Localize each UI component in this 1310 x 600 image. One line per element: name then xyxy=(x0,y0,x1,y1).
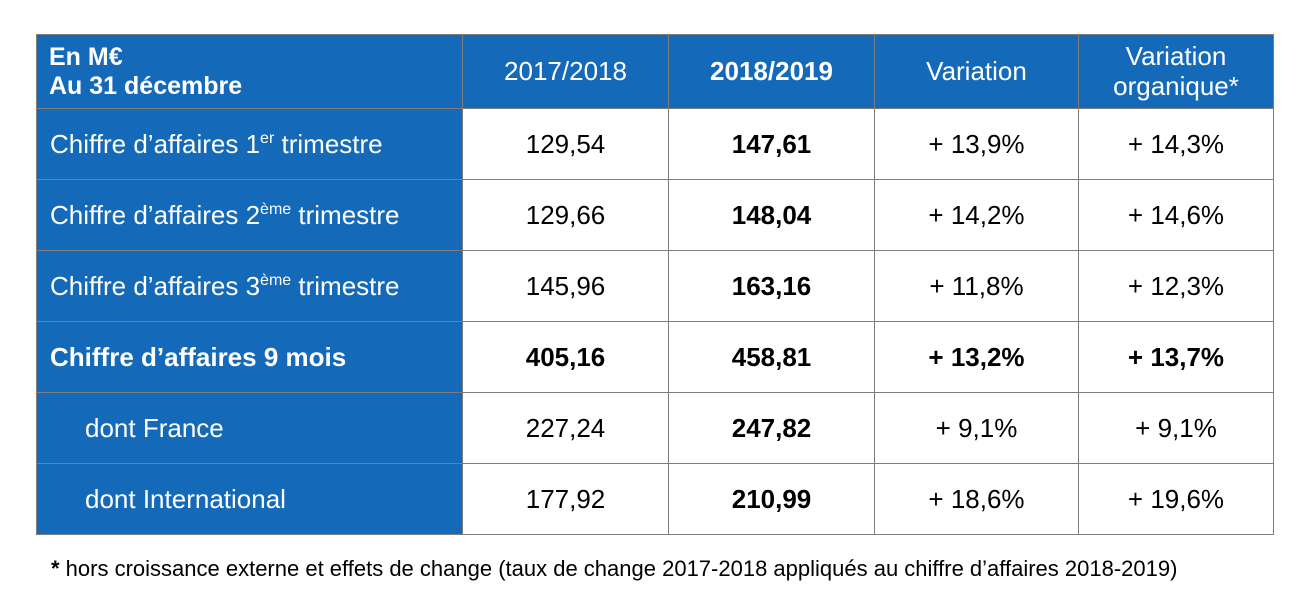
row-label: Chiffre d’affaires 1er trimestre xyxy=(36,108,463,180)
cell-2017-2018: 145,96 xyxy=(462,250,669,322)
cell-organic-variation: + 12,3% xyxy=(1078,250,1274,322)
header-col-organic-variation: Variation organique* xyxy=(1078,34,1274,109)
table-row: dont France 227,24 247,82 + 9,1% + 9,1% xyxy=(36,392,1274,464)
table-row: dont International 177,92 210,99 + 18,6%… xyxy=(36,463,1274,535)
row-label: Chiffre d’affaires 9 mois xyxy=(36,321,463,393)
row-label-text: Chiffre d’affaires 3 xyxy=(50,270,261,301)
cell-organic-variation: + 9,1% xyxy=(1078,392,1274,464)
cell-2018-2019: 163,16 xyxy=(668,250,875,322)
header-col-2017-2018: 2017/2018 xyxy=(462,34,669,109)
table-row: Chiffre d’affaires 3ème trimestre 145,96… xyxy=(36,250,1274,322)
header-date-label: Au 31 décembre xyxy=(49,71,243,100)
row-label-text: Chiffre d’affaires 1 xyxy=(50,128,261,159)
row-label-text: Chiffre d’affaires 2 xyxy=(50,199,261,230)
cell-2017-2018: 227,24 xyxy=(462,392,669,464)
footnote: * hors croissance externe et effets de c… xyxy=(51,556,1177,582)
row-label: dont France xyxy=(36,392,463,464)
cell-organic-variation: + 13,7% xyxy=(1078,321,1274,393)
header-col-variation: Variation xyxy=(874,34,1079,109)
cell-2018-2019: 458,81 xyxy=(668,321,875,393)
row-label: Chiffre d’affaires 3ème trimestre xyxy=(36,250,463,322)
cell-variation: + 18,6% xyxy=(874,463,1079,535)
row-label: Chiffre d’affaires 2ème trimestre xyxy=(36,179,463,251)
footnote-text: hors croissance externe et effets de cha… xyxy=(59,556,1178,581)
row-label-superscript: ème xyxy=(260,200,292,218)
cell-variation: + 13,2% xyxy=(874,321,1079,393)
cell-2017-2018: 129,66 xyxy=(462,179,669,251)
cell-2017-2018: 405,16 xyxy=(462,321,669,393)
cell-2017-2018: 129,54 xyxy=(462,108,669,180)
cell-variation: + 14,2% xyxy=(874,179,1079,251)
cell-2018-2019: 247,82 xyxy=(668,392,875,464)
header-unit-label: En M€ xyxy=(49,42,123,71)
header-corner-cell: En M€ Au 31 décembre xyxy=(36,34,463,109)
revenue-table-wrapper: En M€ Au 31 décembre 2017/2018 2018/2019… xyxy=(36,34,1274,535)
cell-organic-variation: + 19,6% xyxy=(1078,463,1274,535)
cell-2018-2019: 148,04 xyxy=(668,179,875,251)
header-organic-line2: organique* xyxy=(1113,70,1239,101)
cell-organic-variation: + 14,3% xyxy=(1078,108,1274,180)
table-row: Chiffre d’affaires 2ème trimestre 129,66… xyxy=(36,179,1274,251)
row-label-superscript: er xyxy=(260,129,275,147)
cell-2017-2018: 177,92 xyxy=(462,463,669,535)
header-col-2018-2019: 2018/2019 xyxy=(668,34,875,109)
row-label-tail: trimestre xyxy=(291,270,400,301)
revenue-table: En M€ Au 31 décembre 2017/2018 2018/2019… xyxy=(36,34,1274,535)
cell-variation: + 9,1% xyxy=(874,392,1079,464)
table-header-row: En M€ Au 31 décembre 2017/2018 2018/2019… xyxy=(36,34,1274,109)
row-label-tail: trimestre xyxy=(291,199,400,230)
cell-organic-variation: + 14,6% xyxy=(1078,179,1274,251)
cell-variation: + 13,9% xyxy=(874,108,1079,180)
table-row: Chiffre d’affaires 1er trimestre 129,54 … xyxy=(36,108,1274,180)
cell-2018-2019: 147,61 xyxy=(668,108,875,180)
row-label-tail: trimestre xyxy=(274,128,383,159)
header-organic-line1: Variation xyxy=(1125,40,1227,71)
cell-variation: + 11,8% xyxy=(874,250,1079,322)
table-row-total: Chiffre d’affaires 9 mois 405,16 458,81 … xyxy=(36,321,1274,393)
cell-2018-2019: 210,99 xyxy=(668,463,875,535)
row-label: dont International xyxy=(36,463,463,535)
footnote-asterisk: * xyxy=(51,556,60,581)
row-label-superscript: ème xyxy=(260,271,292,289)
